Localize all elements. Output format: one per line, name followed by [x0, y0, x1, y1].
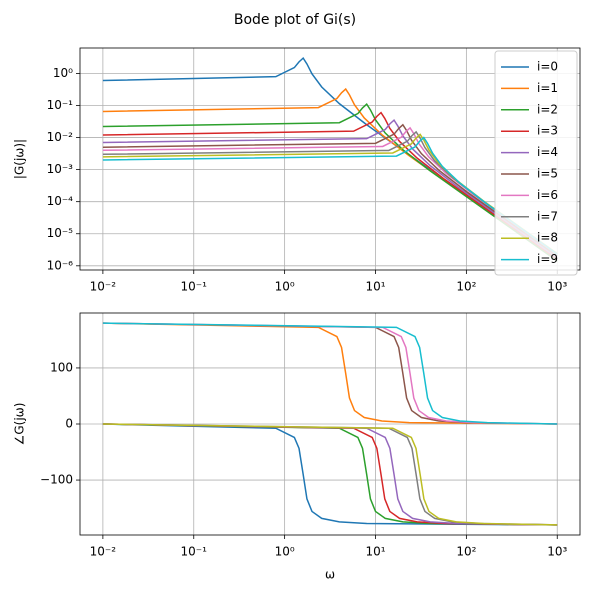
legend-label: i=5 — [537, 167, 558, 181]
series-line — [102, 423, 558, 526]
axes-frame — [79, 312, 581, 536]
series-line — [102, 423, 558, 526]
series-line — [102, 423, 558, 526]
figure-title: Bode plot of Gi(s) — [234, 12, 356, 28]
x-tick-label: 10³ — [547, 280, 567, 294]
x-tick-label: 10² — [456, 545, 476, 559]
x-tick-label: 10⁰ — [275, 280, 295, 294]
legend-label: i=1 — [537, 81, 558, 95]
series-line — [102, 130, 558, 255]
x-tick-label: 10² — [456, 280, 476, 294]
y-tick-label: −100 — [40, 473, 73, 487]
legend-box — [494, 50, 578, 276]
axes-frame — [79, 47, 581, 271]
series-line — [102, 136, 558, 255]
x-tick-label: 10⁻¹ — [181, 545, 208, 559]
x-tick-label: 10¹ — [365, 280, 385, 294]
series-line — [102, 118, 558, 259]
y-axis-label: ∠G(jω) — [13, 403, 27, 446]
series-line — [102, 322, 558, 425]
series-line — [102, 423, 558, 526]
series-line — [102, 322, 558, 425]
y-tick-label: 100 — [50, 360, 73, 374]
series-line — [102, 123, 558, 257]
y-tick-label: 10⁻¹ — [47, 98, 74, 112]
legend-label: i=2 — [537, 102, 558, 116]
legend-label: i=6 — [537, 188, 558, 202]
y-tick-label: 10⁰ — [53, 66, 73, 80]
series-line — [102, 103, 558, 262]
x-tick-label: 10⁻² — [90, 545, 117, 559]
y-tick-label: 10⁻⁵ — [47, 226, 74, 240]
legend-label: i=4 — [537, 145, 558, 159]
legend-label: i=8 — [537, 231, 558, 245]
series-line — [102, 322, 558, 425]
x-tick-label: 10⁰ — [275, 545, 295, 559]
legend-label: i=0 — [537, 60, 558, 74]
series-line — [102, 322, 558, 425]
y-tick-label: 10⁻⁶ — [47, 258, 74, 272]
legend-label: i=7 — [537, 209, 558, 223]
series-line — [102, 87, 558, 262]
x-axis-label: ω — [325, 568, 335, 582]
x-tick-label: 10¹ — [365, 545, 385, 559]
y-tick-label: 10⁻⁴ — [47, 194, 74, 208]
x-tick-label: 10³ — [547, 545, 567, 559]
x-tick-label: 10⁻² — [90, 280, 117, 294]
legend-label: i=9 — [537, 252, 558, 266]
series-line — [102, 423, 558, 526]
series-line — [102, 133, 558, 255]
series-line — [102, 56, 558, 261]
x-tick-label: 10⁻¹ — [181, 280, 208, 294]
y-axis-label: |G(jω)| — [13, 139, 27, 179]
legend-label: i=3 — [537, 124, 558, 138]
y-tick-label: 10⁻² — [47, 130, 74, 144]
series-line — [102, 423, 558, 526]
y-tick-label: 10⁻³ — [47, 162, 74, 176]
series-line — [102, 111, 558, 260]
y-tick-label: 0 — [65, 417, 73, 431]
